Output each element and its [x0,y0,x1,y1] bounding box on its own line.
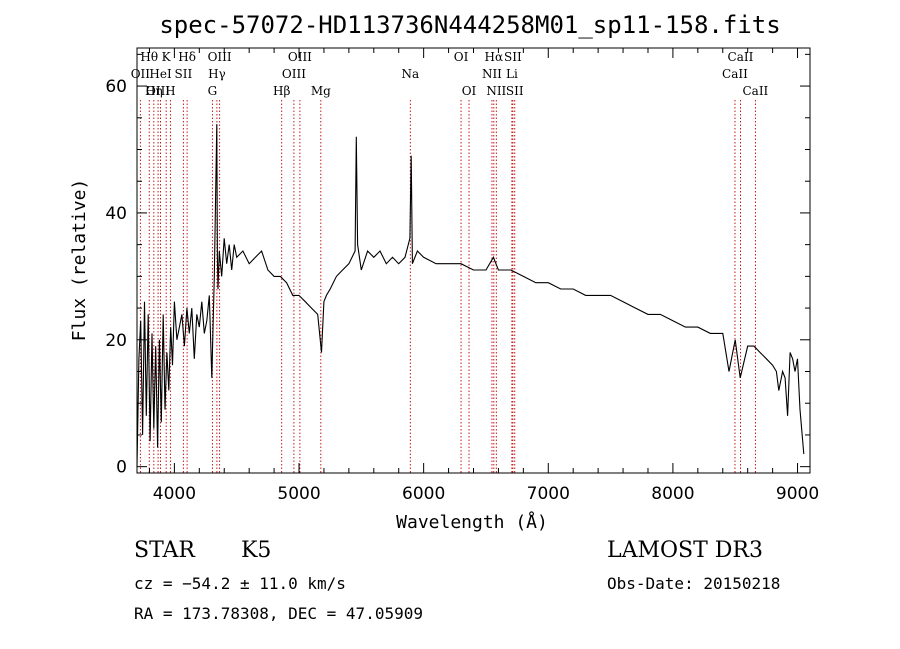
line-marker-label: G [208,84,218,98]
line-marker-label: SII [506,84,524,98]
x-tick-label: 9000 [776,484,819,504]
line-marker-label: HeI [149,67,172,81]
line-marker-label: Hθ [140,50,158,64]
x-axis-label: Wavelength (Å) [396,511,548,533]
x-tick-label: 6000 [402,484,445,504]
y-tick-label: 0 [116,458,127,478]
line-marker-label: CaII [722,67,748,81]
line-marker-label: H [165,84,175,98]
line-marker-label: Hδ [178,50,196,64]
line-marker-label: K [162,50,172,64]
line-marker-label: OIII [208,50,232,64]
line-marker-label: Hβ [273,84,290,98]
line-marker-label: OIII [146,84,170,98]
line-marker-label: Hγ [208,67,226,81]
line-marker-label: NII [486,84,506,98]
line-marker-label: Li [506,67,518,81]
line-marker-label: CaII [728,50,754,64]
line-marker-label: OIII [282,67,306,81]
line-marker-label: Mg [311,84,331,98]
y-tick-label: 60 [105,77,127,97]
survey-name: LAMOST DR3 [607,538,763,563]
chart-title: spec-57072-HD113736N444258M01_sp11-158.f… [159,11,780,39]
ticks-layer: 4000 5000 6000 7000 8000 9000 0 20 40 60 [105,48,819,504]
line-marker-label: OII [131,67,151,81]
line-marker-label: CaII [742,84,768,98]
line-marker-label: OIII [288,50,312,64]
y-tick-label: 20 [105,331,127,351]
x-tick-label: 8000 [651,484,694,504]
line-marker-label: OI [462,84,477,98]
y-axis-label: Flux (relative) [69,179,90,342]
cz-value: cz = −54.2 ± 11.0 km/s [134,574,346,593]
x-tick-label: 5000 [277,484,320,504]
line-marker-label: SII [175,67,193,81]
y-tick-label: 40 [105,204,127,224]
spectrum-line [136,124,805,467]
x-tick-label: 7000 [527,484,570,504]
line-marker-label: Hα [485,50,504,64]
object-class: STAR [134,538,195,563]
line-marker-label: Hη [145,84,163,98]
coordinates: RA = 173.78308, DEC = 47.05909 [134,604,423,623]
line-marker-label: NII [482,67,502,81]
x-tick-label: 4000 [153,484,196,504]
obs-date: Obs-Date: 20150218 [607,574,781,593]
plot-frame [136,47,811,474]
subclass: K5 [241,538,272,563]
line-marker-label: SII [504,50,522,64]
line-marker-label: OI [454,50,469,64]
line-marker-label: Na [401,67,419,81]
line-markers-layer: OIIHθOIIIHeIHηKHSIIHδGOIIIHγHβOIIIOIIIMg… [131,50,769,473]
